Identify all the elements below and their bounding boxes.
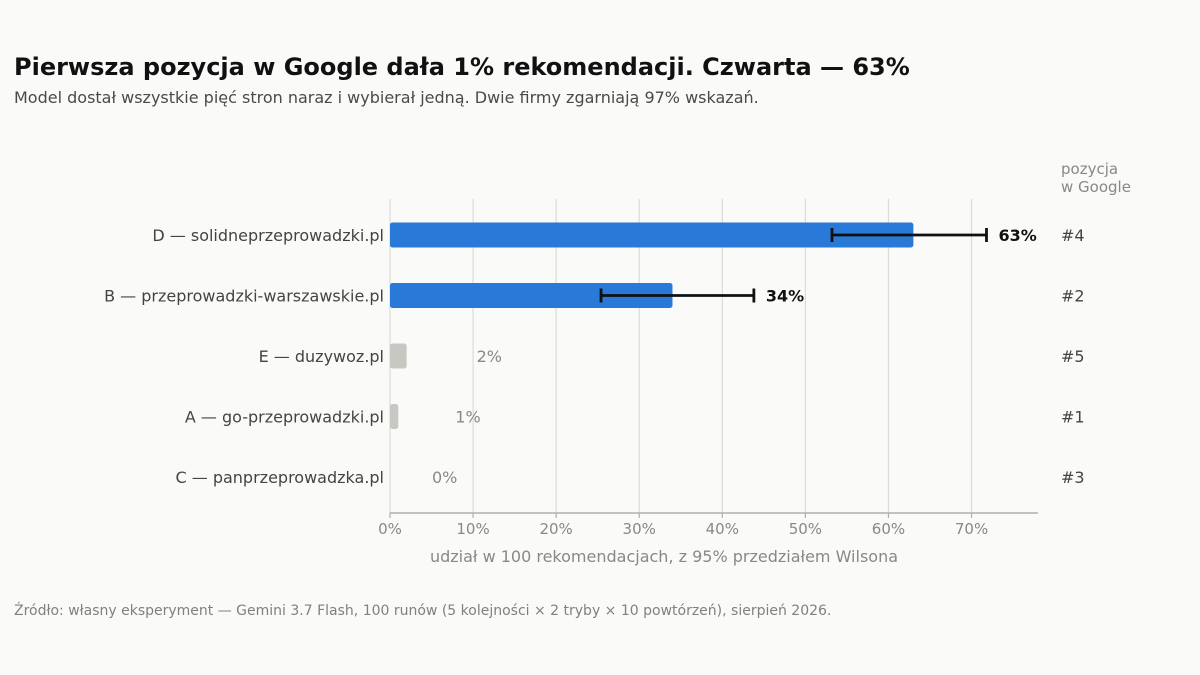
bar [390,404,399,429]
x-tick-label: 40% [706,520,739,538]
category-label: B — przeprowadzki-warszawskie.pl [104,287,384,306]
value-label: 34% [766,287,804,306]
position-column-header: pozycja [1061,160,1118,178]
bar [390,343,407,369]
google-position: #5 [1061,347,1085,366]
x-tick-label: 50% [789,520,822,538]
category-label: A — go-przeprowadzki.pl [185,408,384,427]
google-position: #4 [1061,226,1085,245]
x-tick-label: 0% [378,520,402,538]
value-label: 1% [455,408,480,427]
google-position: #3 [1061,468,1085,487]
bar [390,222,914,248]
source-note: Źródło: własny eksperyment — Gemini 3.7 … [14,603,832,619]
category-label: D — solidneprzeprowadzki.pl [152,226,384,245]
x-tick-label: 60% [872,520,905,538]
x-tick-label: 30% [623,520,656,538]
value-label: 63% [998,226,1036,245]
x-tick-label: 70% [955,520,988,538]
value-label: 0% [432,468,457,487]
value-label: 2% [477,347,502,366]
category-label: C — panprzeprowadzka.pl [175,468,384,487]
x-axis-title: udział w 100 rekomendacjach, z 95% przed… [430,547,898,566]
google-position: #1 [1061,408,1085,427]
x-tick-label: 10% [456,520,489,538]
chart-subtitle: Model dostał wszystkie pięć stron naraz … [14,88,759,107]
x-tick-label: 20% [539,520,572,538]
position-column-header: w Google [1061,178,1131,196]
google-position: #2 [1061,287,1085,306]
chart-title: Pierwsza pozycja w Google dała 1% rekome… [14,53,910,81]
category-label: E — duzywoz.pl [259,347,384,366]
